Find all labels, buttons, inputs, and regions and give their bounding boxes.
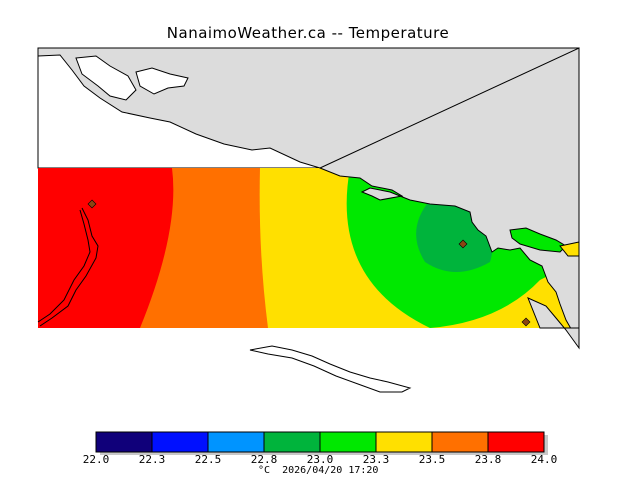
colorbar-swatch: [319, 431, 377, 453]
colorbar-swatch: [263, 431, 321, 453]
colorbar-swatch: [95, 431, 153, 453]
island-north-2: [135, 67, 189, 95]
footer: °C 2026/04/20 17:20: [258, 465, 378, 476]
colorbar-swatch: [151, 431, 209, 453]
land-east-peninsula-2: [559, 241, 580, 257]
colorbar-tick-label: 23.3: [362, 453, 390, 466]
colorbar: [95, 431, 548, 455]
station-marker[interactable]: [458, 239, 468, 249]
unit-label: °C: [258, 465, 271, 476]
colorbar-tick-label: 23.5: [418, 453, 446, 466]
timestamp: 2026/04/20 17:20: [282, 465, 379, 476]
colorbar-tick-label: 24.0: [530, 453, 558, 466]
station-marker[interactable]: [521, 317, 531, 327]
colorbar-tick-label: 22.5: [194, 453, 222, 466]
coast-west: [37, 207, 99, 327]
colorbar-swatch: [375, 431, 433, 453]
weather-stations: [87, 199, 531, 327]
land-east: [318, 47, 580, 342]
colorbar-swatch: [431, 431, 489, 453]
colorbar-tick-label: 23.8: [474, 453, 502, 466]
water-strait-north: [37, 54, 321, 169]
colorbar-tick-label: 22.8: [250, 453, 278, 466]
colorbar-swatch: [207, 431, 265, 453]
colorbar-tick-label: 22.0: [82, 453, 110, 466]
map-title: NanaimoWeather.ca -- Temperature: [166, 24, 450, 42]
land-east-lower: [527, 297, 580, 350]
station-marker[interactable]: [87, 199, 97, 209]
colorbar-swatch: [487, 431, 545, 453]
island-north: [75, 55, 137, 101]
island-south: [249, 345, 412, 393]
colorbar-tick-label: 22.3: [138, 453, 166, 466]
colorbar-tick-label: 23.0: [306, 453, 334, 466]
